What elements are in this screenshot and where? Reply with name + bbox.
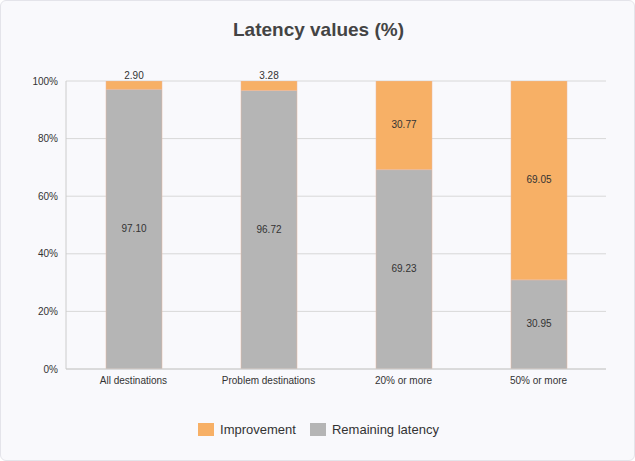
svg-text:96.72: 96.72 (256, 224, 281, 235)
svg-text:All destinations: All destinations (100, 375, 167, 386)
svg-text:60%: 60% (38, 191, 58, 202)
svg-text:20% or more: 20% or more (375, 375, 433, 386)
html-text:Latency values (%): Latency values (%) (233, 19, 404, 40)
svg-text:50% or more: 50% or more (510, 375, 568, 386)
svg-text:100%: 100% (32, 76, 58, 87)
svg-text:97.10: 97.10 (121, 223, 146, 234)
svg-text:0%: 0% (44, 364, 59, 375)
svg-text:2.90: 2.90 (124, 70, 144, 81)
svg-text:30.95: 30.95 (526, 318, 551, 329)
svg-text:30.77: 30.77 (391, 119, 416, 130)
svg-text:20%: 20% (38, 306, 58, 317)
svg-text:Problem destinations: Problem destinations (222, 375, 315, 386)
svg-text:40%: 40% (38, 248, 58, 259)
html-text:Remaining latency: Remaining latency (332, 422, 439, 437)
svg-text:69.05: 69.05 (526, 174, 551, 185)
svg-text:69.23: 69.23 (391, 263, 416, 274)
svg-text:80%: 80% (38, 133, 58, 144)
svg-text:3.28: 3.28 (259, 70, 279, 81)
html-text:Improvement: Improvement (220, 422, 296, 437)
